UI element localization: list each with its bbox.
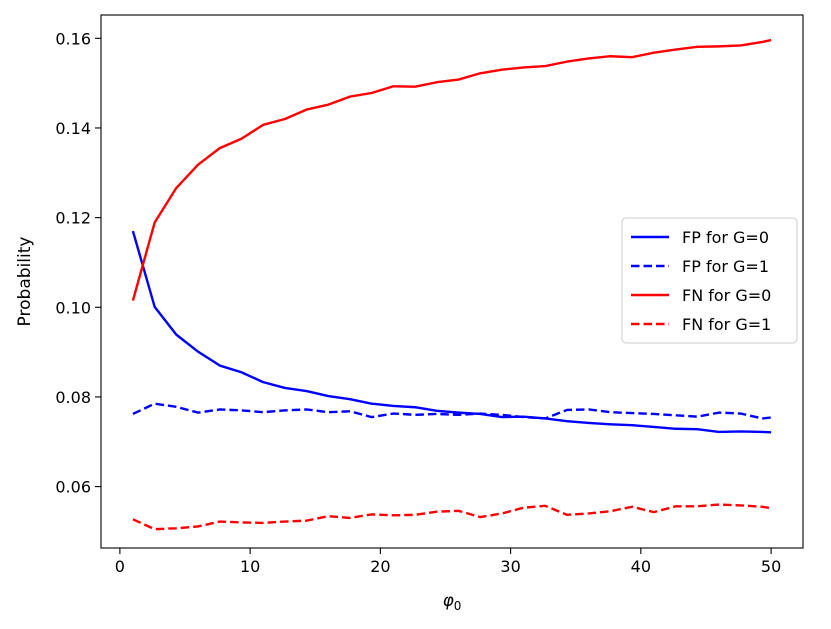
series-line-fn-for-g-0 [131,38,772,301]
legend-label: FP for G=0 [682,228,769,247]
legend-label: FN for G=1 [682,315,771,334]
y-axis-label: Probability [15,237,35,327]
plot-area-frame [100,14,804,549]
x-tick-label: 30 [500,557,520,576]
x-axis-label-subscript: 0 [454,599,462,613]
x-tick-label: 50 [761,557,781,576]
series-line-fp-for-g-0 [131,230,772,434]
series-line-fn-for-g-1 [132,503,772,531]
x-tick-label: 0 [115,557,125,576]
y-tick-label: 0.08 [55,388,91,407]
y-tick-label: 0.06 [55,478,91,497]
series-layer [131,38,772,531]
legend-box [621,217,798,344]
x-tick-label: 10 [240,557,260,576]
legend-label: FP for G=1 [682,257,769,276]
y-tick-label: 0.14 [55,119,91,138]
y-axis-ticks: 0.06 0.08 0.10 0.12 0.14 0.16 [55,29,101,497]
y-tick-label: 0.16 [55,29,91,48]
x-axis-label: φ0 [443,591,462,613]
x-tick-label: 20 [370,557,390,576]
x-tick-label: 40 [631,557,651,576]
series-line-fp-for-g-1 [132,402,772,420]
x-axis-label-symbol: φ [443,591,455,611]
legend: FP for G=0 FP for G=1 FN for G=0 FN for G=1 [621,217,798,344]
y-tick-label: 0.10 [55,298,91,317]
legend-label: FN for G=0 [682,286,771,305]
y-tick-label: 0.12 [55,209,91,228]
x-axis-ticks: 0 10 20 30 40 50 [115,548,781,576]
